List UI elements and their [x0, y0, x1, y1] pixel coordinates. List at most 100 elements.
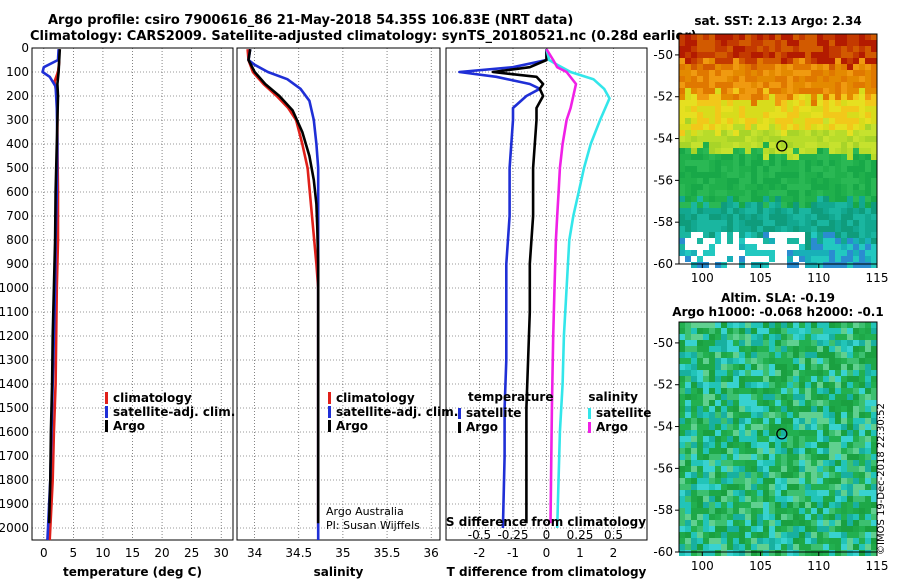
- sla-map-cell: [691, 376, 697, 382]
- sla-map-cell: [823, 382, 829, 388]
- sst-map-cell: [721, 262, 727, 268]
- sst-map-cell: [721, 34, 727, 40]
- sst-map-cell: [793, 262, 799, 268]
- sla-map-cell: [703, 478, 709, 484]
- sst-map-cell: [733, 40, 739, 46]
- sla-map-cell: [823, 394, 829, 400]
- sst-map-cell: [865, 232, 871, 238]
- sst-map-cell: [793, 70, 799, 76]
- sla-map-cell: [685, 526, 691, 532]
- sla-map-cell: [793, 418, 799, 424]
- sst-map-cell: [721, 142, 727, 148]
- sla-map-cell: [799, 490, 805, 496]
- sst-map-cell: [841, 238, 847, 244]
- sst-map-cell: [745, 172, 751, 178]
- sst-map-cell: [679, 94, 685, 100]
- sla-map-cell: [859, 418, 865, 424]
- sla-map-cell: [751, 418, 757, 424]
- sla-map-cell: [721, 490, 727, 496]
- sla-map-cell: [775, 388, 781, 394]
- sst-map-cell: [811, 34, 817, 40]
- sst-map-cell: [745, 124, 751, 130]
- sst-map-cell: [799, 202, 805, 208]
- sla-map-cell: [763, 496, 769, 502]
- sst-map-cell: [793, 76, 799, 82]
- sla-map-cell: [859, 550, 865, 556]
- sla-map-cell: [841, 466, 847, 472]
- sla-map-cell: [823, 514, 829, 520]
- sst-map-cell: [727, 58, 733, 64]
- sst-map-cell: [697, 136, 703, 142]
- sst-map-cell: [697, 154, 703, 160]
- sst-map-cell: [745, 52, 751, 58]
- sst-map-cell: [811, 70, 817, 76]
- sla-map-cell: [733, 400, 739, 406]
- sla-map-cell: [769, 466, 775, 472]
- sla-map-cell: [847, 334, 853, 340]
- sst-map-cell: [841, 202, 847, 208]
- sst-map-cell: [865, 70, 871, 76]
- sst-map-cell: [703, 172, 709, 178]
- sst-map-cell: [793, 208, 799, 214]
- sst-map-cell: [745, 184, 751, 190]
- sst-map-cell: [847, 244, 853, 250]
- sst-map-cell: [871, 76, 877, 82]
- sst-map-cell: [751, 100, 757, 106]
- sst-map-cell: [841, 82, 847, 88]
- sla-map-cell: [715, 400, 721, 406]
- sst-map-cell: [691, 184, 697, 190]
- sst-map-cell: [757, 64, 763, 70]
- sla-map-cell: [805, 340, 811, 346]
- sla-map-cell: [775, 340, 781, 346]
- sla-map-cell: [853, 382, 859, 388]
- sla-map-cell: [859, 364, 865, 370]
- sla-map-cell: [697, 346, 703, 352]
- sla-map-cell: [769, 418, 775, 424]
- sst-map-cell: [775, 82, 781, 88]
- sst-map-cell: [763, 148, 769, 154]
- sla-map-cell: [817, 430, 823, 436]
- sla-map-cell: [679, 430, 685, 436]
- sst-map-cell: [739, 262, 745, 268]
- sst-map-cell: [739, 256, 745, 262]
- sst-map-cell: [835, 52, 841, 58]
- sla-map-cell: [769, 526, 775, 532]
- sst-map-cell: [793, 112, 799, 118]
- sst-map-cell: [859, 112, 865, 118]
- sst-map-cell: [751, 202, 757, 208]
- sla-map-cell: [697, 538, 703, 544]
- sla-map-cell: [871, 520, 877, 526]
- sst-map-cell: [829, 100, 835, 106]
- sla-map-cell: [679, 544, 685, 550]
- sla-map-cell: [805, 478, 811, 484]
- sst-map-cell: [745, 214, 751, 220]
- sst-map-cell: [829, 202, 835, 208]
- sst-map-argo-marker: [776, 140, 788, 152]
- sla-map-cell: [733, 376, 739, 382]
- sst-map-cell: [775, 154, 781, 160]
- sst-map-cell: [811, 106, 817, 112]
- sst-map-cell: [853, 136, 859, 142]
- sla-map-cell: [823, 376, 829, 382]
- sla-map-cell: [739, 388, 745, 394]
- sla-map-cell: [751, 442, 757, 448]
- sla-map-cell: [727, 508, 733, 514]
- sla-map-cell: [793, 376, 799, 382]
- sst-map-cell: [847, 196, 853, 202]
- sla-map-cell: [751, 334, 757, 340]
- sst-map-cell: [805, 220, 811, 226]
- sst-map-cell: [715, 232, 721, 238]
- sla-map-cell: [703, 526, 709, 532]
- sla-map-cell: [727, 478, 733, 484]
- sla-map-cell: [721, 376, 727, 382]
- sst-map-cell: [745, 130, 751, 136]
- sla-map-cell: [835, 550, 841, 556]
- sla-map-cell: [835, 436, 841, 442]
- sst-map-cell: [739, 238, 745, 244]
- sla-map-cell: [691, 502, 697, 508]
- sst-map-cell: [859, 262, 865, 268]
- sla-map-cell: [697, 448, 703, 454]
- sst-map-cell: [733, 184, 739, 190]
- sla-map-cell: [739, 502, 745, 508]
- sst-map-cell: [817, 136, 823, 142]
